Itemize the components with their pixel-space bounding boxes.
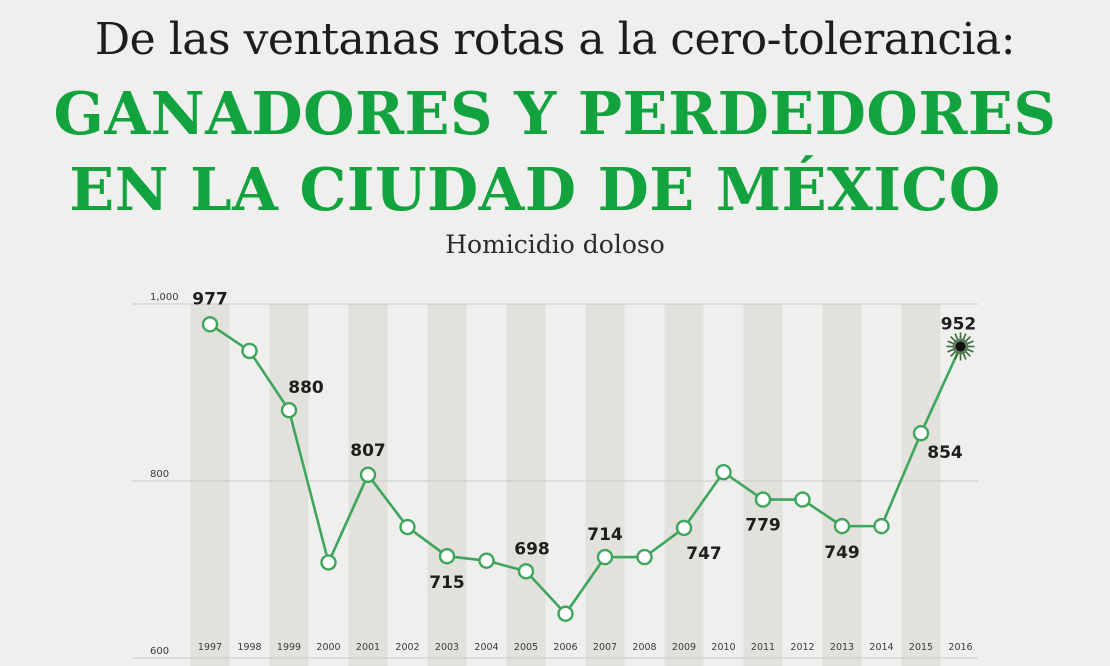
year-band — [348, 304, 388, 666]
point-marker — [399, 518, 416, 536]
data-label: 749 — [824, 543, 860, 563]
point-marker — [359, 466, 377, 484]
x-tick-label: 1997 — [198, 642, 222, 653]
data-label: 977 — [192, 289, 228, 309]
x-axis-ticks: 1997 1998 1999 2000 2001 2002 2003 2004 2005 2006… — [198, 642, 973, 653]
data-label: 714 — [587, 525, 623, 545]
x-tick-label: 2016 — [948, 642, 972, 653]
year-band — [901, 304, 941, 666]
data-label: 747 — [686, 544, 722, 564]
data-label: 715 — [429, 573, 465, 593]
point-marker — [636, 548, 653, 566]
year-band — [269, 304, 309, 666]
x-tick-label: 2014 — [869, 642, 893, 653]
point-marker — [438, 548, 456, 565]
year-bands — [190, 304, 941, 666]
year-band — [427, 304, 467, 666]
point-marker — [873, 517, 890, 535]
year-band — [585, 304, 625, 666]
point-marker — [320, 554, 337, 571]
x-tick-label: 2009 — [672, 642, 696, 653]
data-label: 854 — [927, 443, 963, 463]
series-markers — [201, 316, 975, 622]
x-tick-label: 2003 — [435, 642, 459, 653]
x-tick-label: 2013 — [830, 642, 854, 653]
data-label: 952 — [941, 314, 977, 334]
data-labels: 977 880 807 715 698 714 747 779 749 854 952 — [192, 289, 976, 593]
year-band — [664, 304, 704, 666]
point-marker — [201, 316, 219, 333]
x-tick-label: 2010 — [711, 642, 735, 653]
x-tick-label: 2002 — [395, 642, 419, 653]
x-tick-label: 2004 — [474, 642, 498, 653]
data-label: 807 — [350, 441, 386, 461]
x-tick-label: 2012 — [790, 642, 814, 653]
x-tick-label: 2008 — [632, 642, 656, 653]
x-tick-label: 2011 — [751, 642, 775, 653]
data-label: 880 — [288, 378, 324, 398]
point-marker — [557, 605, 574, 622]
title-line-2: GANADORES Y PERDEDORES — [53, 79, 1057, 148]
y-axis-ticks: 600 800 1,000 — [150, 292, 179, 657]
point-marker — [478, 552, 495, 569]
year-band — [190, 304, 230, 666]
point-marker — [596, 548, 614, 566]
chart-subtitle: Homicidio doloso — [445, 230, 665, 259]
point-marker — [517, 563, 535, 580]
point-marker — [715, 463, 732, 481]
point-marker — [833, 517, 851, 535]
point-marker — [675, 519, 693, 537]
y-tick-label: 1,000 — [150, 292, 179, 303]
title-line-1: De las ventanas rotas a la cero-toleranc… — [94, 14, 1016, 65]
x-tick-label: 1998 — [237, 642, 261, 653]
title-line-3: EN LA CIUDAD DE MÉXICO — [69, 155, 1001, 224]
gridlines — [132, 303, 978, 659]
year-band — [506, 304, 546, 666]
year-band — [822, 304, 862, 666]
point-marker — [794, 491, 811, 508]
data-label: 779 — [745, 516, 781, 536]
x-tick-label: 2005 — [514, 642, 538, 653]
point-marker — [754, 491, 772, 508]
point-marker — [955, 341, 966, 352]
x-tick-label: 1999 — [277, 642, 301, 653]
x-tick-label: 2007 — [593, 642, 617, 653]
point-marker — [280, 402, 298, 419]
y-tick-label: 800 — [150, 469, 169, 480]
x-tick-label: 2015 — [909, 642, 933, 653]
x-tick-label: 2000 — [316, 642, 340, 653]
x-tick-label: 2001 — [356, 642, 380, 653]
last-point-marker — [946, 332, 975, 361]
year-band — [743, 304, 783, 666]
data-label: 698 — [514, 539, 550, 559]
y-tick-label: 600 — [150, 646, 169, 657]
point-marker — [912, 425, 930, 442]
x-tick-label: 2006 — [553, 642, 577, 653]
point-marker — [241, 342, 258, 360]
